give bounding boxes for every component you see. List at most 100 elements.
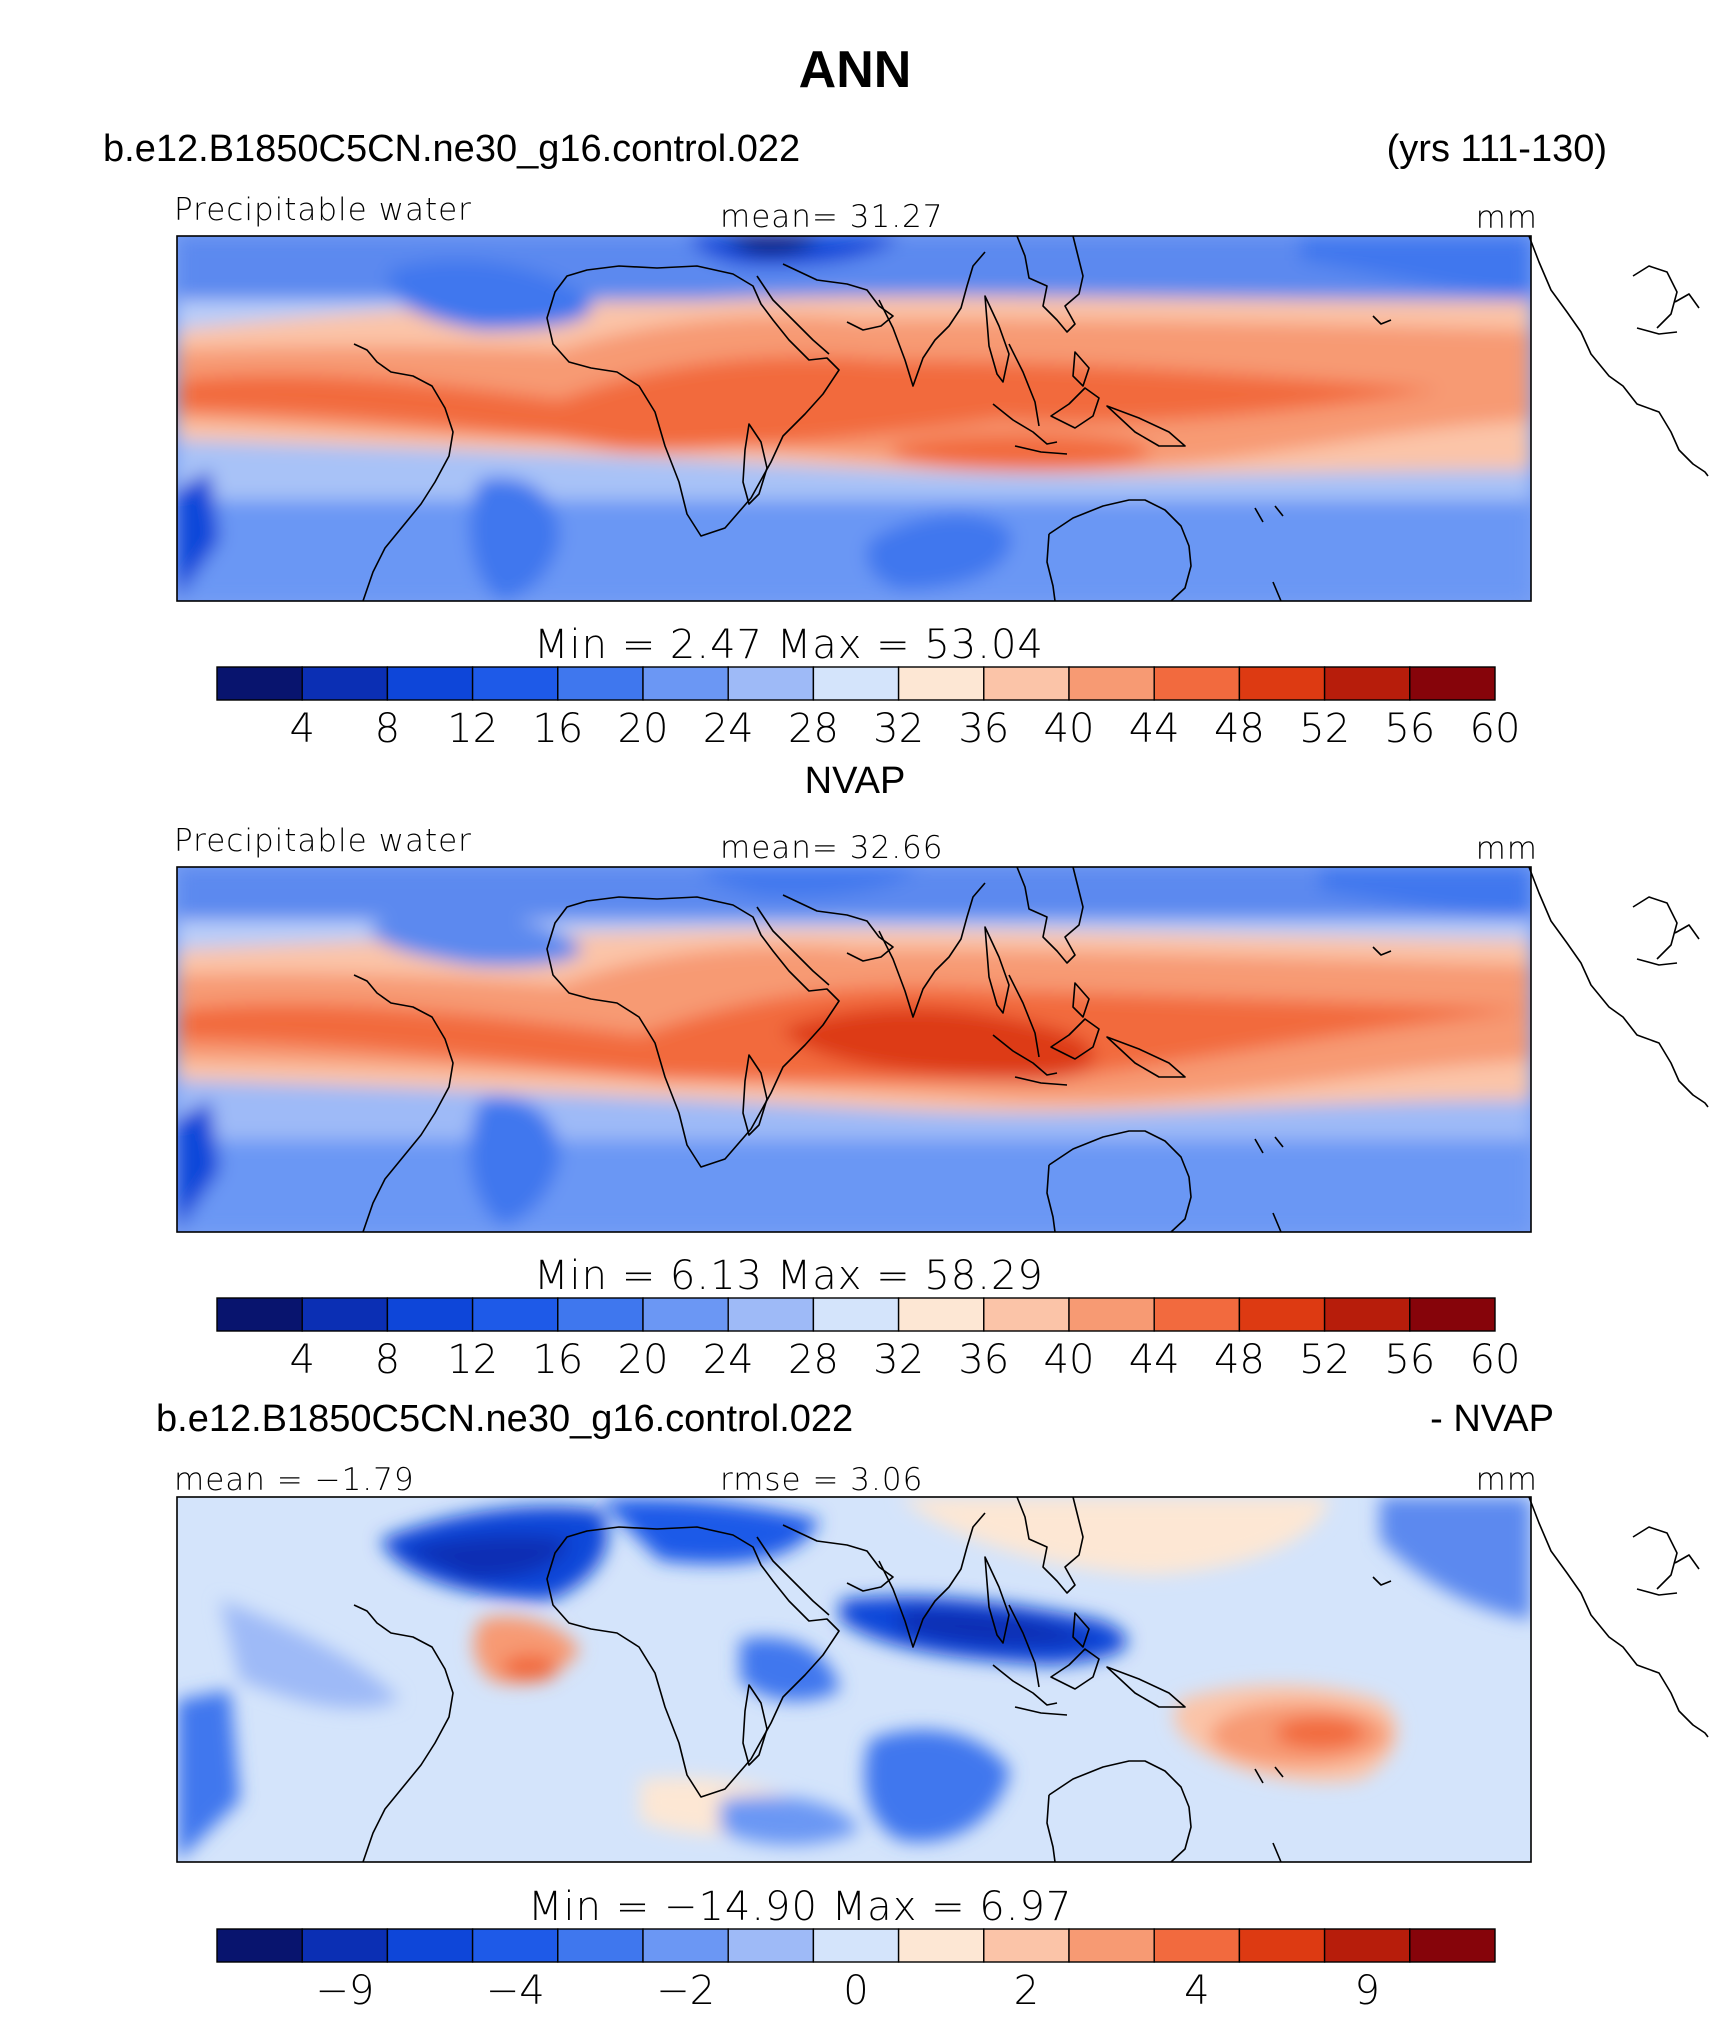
colorbar-swatch [897,1297,985,1332]
colorbar-swatch [557,1297,644,1332]
colorbar-swatch [471,1928,559,1963]
colorbar-tick-label: 24 [703,706,754,752]
colorbar-swatch [642,666,729,701]
colorbar-tick-label: 20 [618,1337,669,1383]
panel3-map [176,1496,1709,1863]
colorbar-swatch [386,1928,474,1963]
colorbar-swatch [983,666,1070,701]
colorbar-tick-label: 24 [703,1337,754,1383]
panel2-units: mm [1475,831,1538,867]
colorbar-tick-label: −9 [315,1968,374,2014]
colorbar-tick-label: 40 [1044,706,1095,752]
colorbar-swatch [1153,1297,1241,1332]
colorbar-tick-label: 20 [618,706,669,752]
colorbar-swatch [727,1297,815,1332]
colorbar-tick-label: 9 [1354,1968,1379,2014]
panel3-mean-label: mean = −1.79 [174,1462,415,1498]
colorbar-swatch [983,1928,1070,1963]
colorbar-swatch [557,666,644,701]
colorbar-tick-label: 52 [1299,1337,1350,1383]
colorbar-swatch [557,1928,644,1963]
colorbar-tick-label: 36 [958,1337,1009,1383]
panel1-mean-label: mean= 31.27 [720,199,944,235]
colorbar-swatch [983,1297,1070,1332]
colorbar-tick-label: 28 [788,706,839,752]
colorbar-swatch [1068,1928,1155,1963]
colorbar-tick-label: 16 [532,1337,583,1383]
panel2-min-max: Min = 6.13 Max = 58.29 [534,1253,1044,1299]
colorbar-tick-label: 52 [1299,706,1350,752]
colorbar-tick-label: 56 [1384,706,1435,752]
colorbar-swatch [1238,666,1326,701]
colorbar-swatch [812,666,900,701]
colorbar-tick-label: 44 [1129,706,1180,752]
colorbar-swatch [301,1928,389,1963]
colorbar-swatch [1409,666,1496,701]
colorbar-swatch [727,666,815,701]
colorbar-swatch [1323,1928,1411,1963]
colorbar-tick-label: 44 [1129,1337,1180,1383]
panel2-dataset-name: NVAP [804,760,906,802]
colorbar-swatch [301,666,389,701]
colorbar-tick-label: 12 [447,706,498,752]
colorbar-tick-label: 60 [1470,1337,1521,1383]
colorbar-swatch [471,1297,559,1332]
panel1-map [176,235,1709,602]
colorbar-swatch [471,666,559,701]
colorbar-tick-label: 36 [958,706,1009,752]
panel2-colorbar: 4 8 12 16 20 24 28 32 36 40 44 48 52 56 60 [216,1297,1521,1383]
colorbar-swatch [1323,1297,1411,1332]
colorbar-swatch [1153,666,1241,701]
colorbar-tick-label: 56 [1384,1337,1435,1383]
colorbar-swatch [1323,666,1411,701]
panel3-case-name: b.e12.B1850C5CN.ne30_g16.control.022 [156,1398,854,1440]
colorbar-tick-label: 48 [1214,1337,1265,1383]
colorbar-swatch [642,1928,729,1963]
colorbar-swatch [301,1297,389,1332]
colorbar-tick-label: 28 [788,1337,839,1383]
colorbar-tick-label: 60 [1470,706,1521,752]
panel3-frame [176,1496,1532,1863]
panel1-variable-label: Precipitable water [174,192,472,228]
panel3-colorbar: −9 −4 −2 0 2 4 9 [216,1928,1496,2014]
colorbar-tick-label: 32 [873,1337,924,1383]
panel1-frame [176,235,1532,602]
panel1-min-max: Min = 2.47 Max = 53.04 [534,622,1044,668]
colorbar-swatch [216,666,303,701]
colorbar-swatch [386,1297,474,1332]
colorbar-swatch [642,1297,729,1332]
panel2-mean-label: mean= 32.66 [720,830,944,866]
colorbar-swatch [897,666,985,701]
colorbar-swatch [386,666,474,701]
colorbar-tick-label: 0 [843,1968,868,2014]
colorbar-tick-label: 4 [289,706,314,752]
colorbar-tick-label: −4 [486,1968,545,2014]
panel2-variable-label: Precipitable water [174,823,472,859]
colorbar-swatch [1238,1928,1326,1963]
colorbar-tick-label: 32 [873,706,924,752]
panel2-frame [176,866,1532,1233]
colorbar-swatch [897,1928,985,1963]
panel3-rmse-label: rmse = 3.06 [720,1462,924,1498]
panel1-years: (yrs 111-130) [1386,128,1607,170]
colorbar-tick-label: −2 [656,1968,715,2014]
colorbar-swatch [1068,1297,1155,1332]
panel3-field-background [177,1497,1531,1862]
figure-title: ANN [798,41,912,99]
colorbar-tick-label: 12 [447,1337,498,1383]
panel1-colorbar: 4 8 12 16 20 24 28 32 36 40 44 48 52 56 60 [216,666,1521,752]
colorbar-swatch [1153,1928,1241,1963]
panel1-units: mm [1475,200,1538,236]
colorbar-swatch [727,1928,815,1963]
panel3-minus-obs: - NVAP [1430,1398,1554,1440]
colorbar-swatch [812,1297,900,1332]
colorbar-swatch [1409,1297,1496,1332]
colorbar-swatch [1238,1297,1326,1332]
colorbar-tick-label: 40 [1044,1337,1095,1383]
panel3-min-max: Min = −14.90 Max = 6.97 [528,1884,1073,1930]
panel3-units: mm [1475,1462,1538,1498]
colorbar-swatch [812,1928,900,1963]
colorbar-tick-label: 4 [1184,1968,1209,2014]
colorbar-tick-label: 4 [289,1337,314,1383]
